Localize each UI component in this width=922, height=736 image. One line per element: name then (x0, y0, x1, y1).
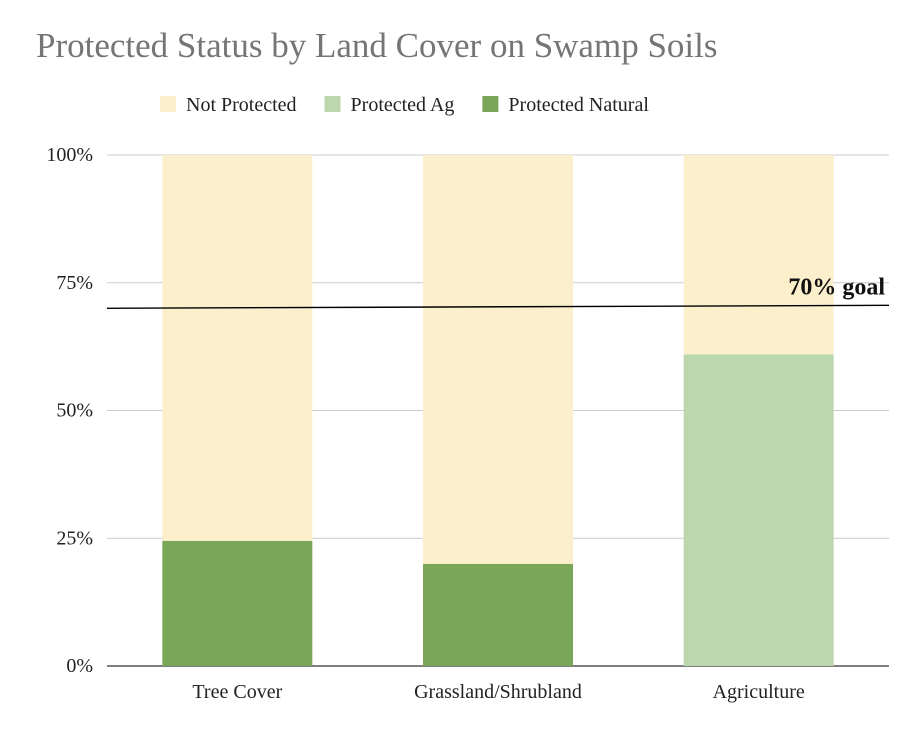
y-tick-label-75: 75% (56, 272, 93, 294)
goal-line (106, 304, 890, 309)
y-tick-label-50: 50% (56, 400, 93, 422)
bar-grassland-shrubland-protected-natural (423, 563, 573, 666)
bar-agriculture-not-protected (683, 155, 834, 355)
bar-agriculture-protected-ag (683, 354, 834, 666)
y-tick-label-100: 100% (46, 144, 93, 166)
legend-swatch-protected-ag (324, 96, 341, 112)
legend-label-protected-ag: Protected Ag (351, 94, 455, 116)
y-tick-label-0: 0% (66, 655, 93, 677)
legend-swatch-not-protected (160, 96, 176, 112)
goal-line-label: 70% goal (788, 274, 885, 300)
x-tick-label-agriculture: Agriculture (713, 681, 805, 703)
legend-swatch-protected-natural (482, 96, 499, 112)
y-tick-label-25: 25% (56, 527, 93, 549)
x-tick-label-grassland-shrubland: Grassland/Shrubland (414, 681, 582, 703)
chart-title: Protected Status by Land Cover on Swamp … (36, 26, 718, 65)
bar-tree-cover-not-protected (162, 155, 313, 541)
bar-tree-cover-protected-natural (162, 540, 313, 666)
bar-grassland-shrubland-not-protected (423, 155, 573, 564)
legend-label-not-protected: Not Protected (186, 94, 297, 116)
x-tick-label-tree-cover: Tree Cover (192, 681, 282, 703)
legend-label-protected-natural: Protected Natural (508, 94, 649, 116)
